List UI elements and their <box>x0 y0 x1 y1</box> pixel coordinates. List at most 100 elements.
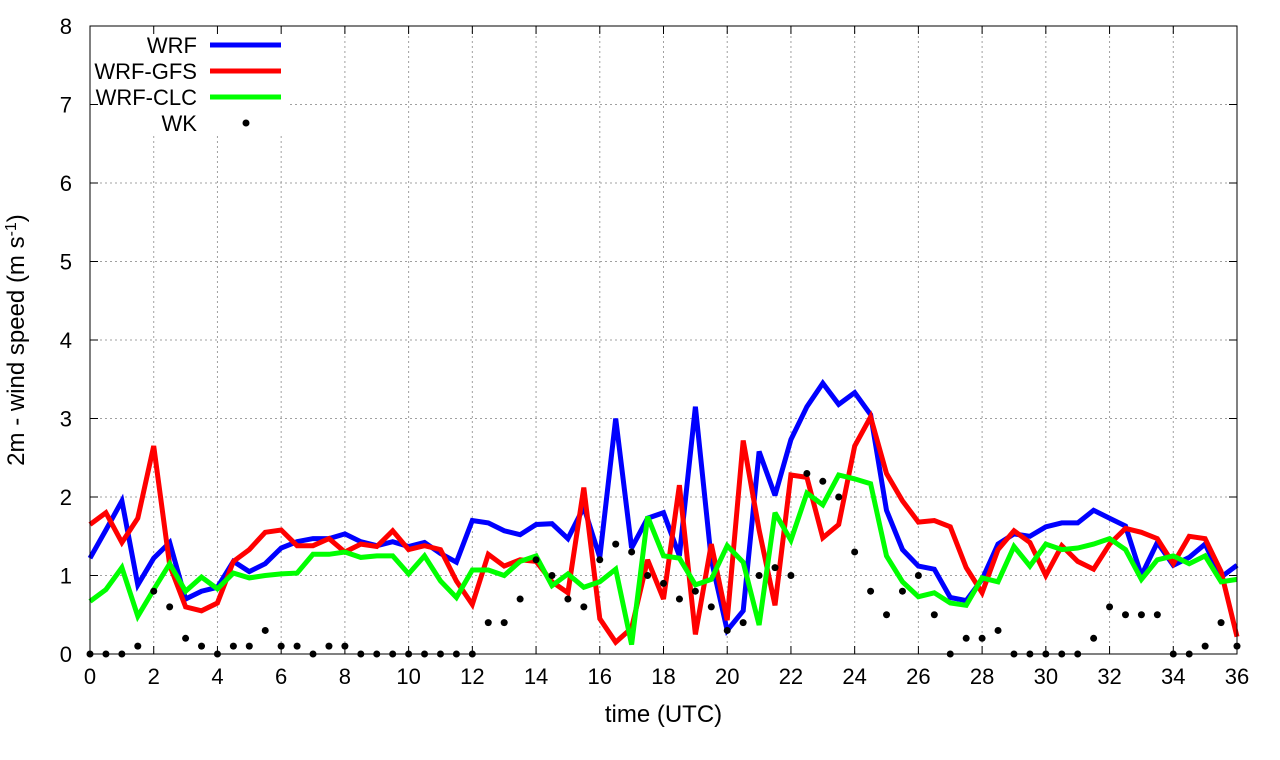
data-point <box>628 548 636 556</box>
data-point <box>245 642 253 650</box>
data-point <box>771 564 779 572</box>
y-axis-title-superscript: -1 <box>3 222 20 236</box>
axis-ticks: 0 2 4 6 8 10 12 14 16 18 20 22 24 26 28 30 32 34 360123456… <box>60 14 1249 689</box>
data-point <box>261 626 269 634</box>
legend-entry: WRF <box>147 33 281 58</box>
y-tick-label: 4 <box>60 328 72 353</box>
x-axis-title: time (UTC) <box>605 701 722 728</box>
x-tick-label: 24 <box>842 664 866 689</box>
legend-label: WRF-CLC <box>96 85 198 110</box>
data-point <box>325 642 333 650</box>
y-tick-label: 3 <box>60 407 72 432</box>
data-point <box>1153 611 1161 619</box>
data-point <box>516 595 524 603</box>
data-point <box>723 626 731 634</box>
y-axis-title-close: ) <box>3 214 30 222</box>
x-tick-label: 36 <box>1225 664 1249 689</box>
x-tick-label: 14 <box>524 664 548 689</box>
y-tick-label: 0 <box>60 642 72 667</box>
data-point <box>150 587 158 595</box>
x-tick-label: 28 <box>970 664 994 689</box>
data-point <box>548 572 556 579</box>
data-point <box>182 634 190 642</box>
x-tick-label: 2 <box>148 664 160 689</box>
data-point <box>293 642 301 650</box>
data-point <box>1217 619 1225 627</box>
x-tick-label: 12 <box>460 664 484 689</box>
data-point <box>580 603 588 611</box>
data-point <box>1137 611 1145 619</box>
legend-entry: WK <box>162 111 250 136</box>
data-point <box>819 477 827 485</box>
x-tick-label: 10 <box>396 664 420 689</box>
data-point <box>134 642 142 650</box>
data-point <box>835 493 843 501</box>
legend-label: WRF <box>147 33 197 58</box>
series-line <box>88 472 1238 646</box>
data-point <box>898 587 906 595</box>
data-point <box>166 603 174 611</box>
data-point <box>787 572 795 579</box>
data-point <box>1121 611 1129 619</box>
legend-label: WRF-GFS <box>94 59 197 84</box>
data-point <box>739 619 747 627</box>
y-tick-label: 8 <box>60 14 72 39</box>
legend-swatch <box>242 119 250 127</box>
legend-label: WK <box>162 111 198 136</box>
series-wrf <box>87 378 1239 637</box>
x-tick-label: 8 <box>339 664 351 689</box>
data-point <box>691 587 699 595</box>
data-point <box>675 595 683 603</box>
data-point <box>755 572 763 579</box>
data-point <box>930 611 938 619</box>
y-tick-label: 7 <box>60 93 72 118</box>
data-point <box>612 540 620 548</box>
series-wrf-clc <box>88 472 1238 646</box>
x-tick-label: 30 <box>1034 664 1058 689</box>
series-line <box>88 410 1240 646</box>
data-point <box>851 548 859 556</box>
data-point <box>914 572 922 579</box>
y-axis-title: 2m - wind speed (m s-1) <box>3 214 31 466</box>
data-point <box>978 634 986 642</box>
y-tick-label: 5 <box>60 250 72 275</box>
x-tick-label: 6 <box>275 664 287 689</box>
y-tick-label: 2 <box>60 485 72 510</box>
x-tick-label: 4 <box>211 664 223 689</box>
data-point <box>994 626 1002 634</box>
data-series <box>86 378 1241 658</box>
x-tick-label: 20 <box>715 664 739 689</box>
data-point <box>532 556 540 564</box>
data-point <box>198 642 206 650</box>
legend-entry: WRF-GFS <box>94 59 281 84</box>
data-point <box>596 556 604 564</box>
x-tick-label: 22 <box>779 664 803 689</box>
x-tick-label: 18 <box>651 664 675 689</box>
data-point <box>564 595 572 603</box>
series-wrf-gfs <box>88 410 1240 646</box>
y-axis-title-main: 2m - wind speed (m s <box>3 236 30 465</box>
data-point <box>660 579 667 587</box>
x-tick-label: 34 <box>1161 664 1185 689</box>
x-tick-label: 0 <box>84 664 96 689</box>
data-point <box>962 634 970 642</box>
data-point <box>644 572 652 579</box>
y-tick-label: 1 <box>60 564 72 589</box>
data-point <box>803 469 811 477</box>
legend-entry: WRF-CLC <box>96 85 281 110</box>
data-point <box>707 603 715 611</box>
data-point <box>1201 642 1209 650</box>
y-tick-label: 6 <box>60 171 72 196</box>
x-tick-label: 16 <box>588 664 612 689</box>
data-point <box>1106 603 1114 611</box>
data-point <box>883 611 891 619</box>
x-tick-label: 26 <box>906 664 930 689</box>
series-line <box>87 378 1239 637</box>
data-point <box>229 642 237 650</box>
data-point <box>484 619 492 627</box>
x-tick-label: 32 <box>1097 664 1121 689</box>
data-point <box>500 619 508 627</box>
data-point <box>867 587 875 595</box>
